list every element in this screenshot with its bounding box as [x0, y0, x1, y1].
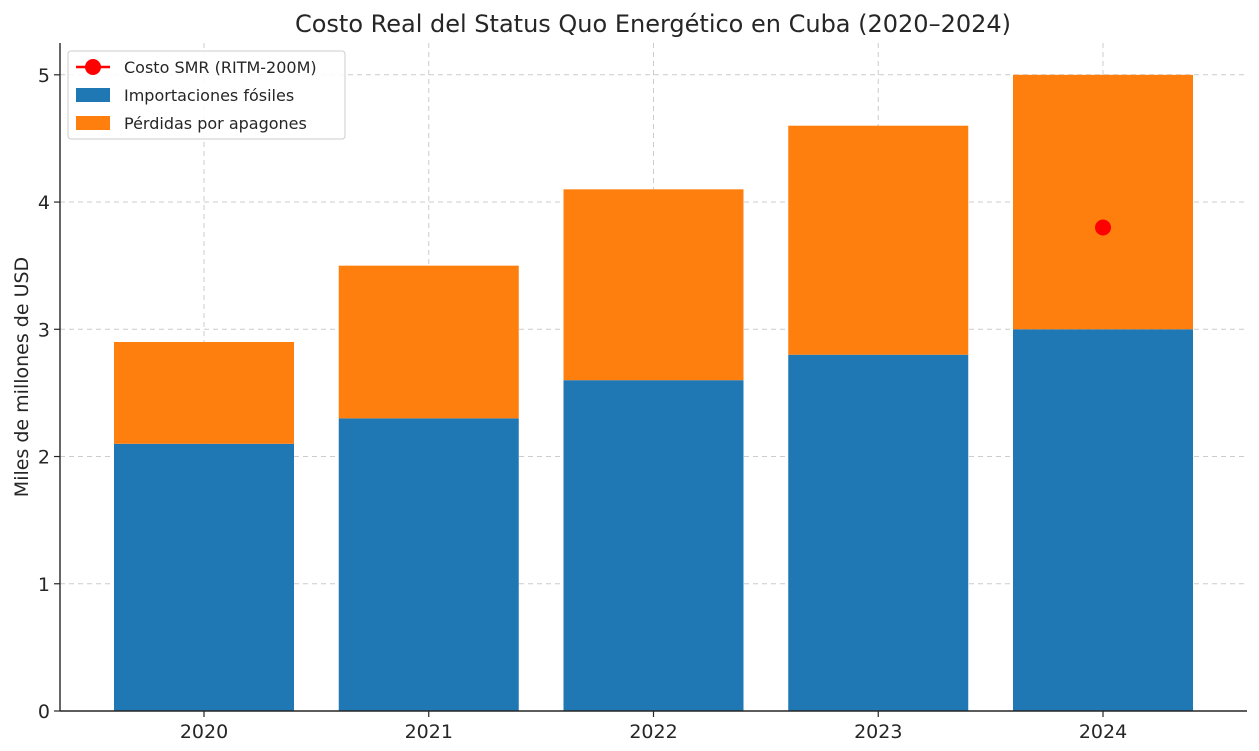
x-tick-label: 2022	[629, 721, 677, 743]
x-tick-label: 2023	[854, 721, 902, 743]
bar-2022-series-0	[563, 380, 744, 711]
bar-2024-series-0	[1013, 329, 1193, 711]
bar-2021-series-0	[338, 418, 519, 711]
bar-2020-series-1	[114, 342, 294, 444]
legend: Costo SMR (RITM-200M) Importaciones fósil…	[67, 50, 346, 140]
x-tick-label: 2021	[405, 721, 453, 743]
legend-marker-dot	[85, 59, 101, 75]
legend-swatch	[76, 116, 110, 130]
y-tick-label: 1	[38, 574, 50, 596]
y-tick-label: 2	[38, 447, 50, 469]
bars	[114, 74, 1193, 711]
legend-label: Importaciones fósiles	[124, 86, 294, 105]
legend-frame	[67, 50, 346, 140]
bar-2020-series-0	[114, 443, 294, 711]
bar-2022-series-1	[563, 189, 744, 381]
y-tick-label: 0	[38, 701, 50, 723]
bar-2023-series-1	[788, 125, 969, 355]
bar-2021-series-1	[338, 265, 519, 419]
axes: 0 1 2 3 4 5 2020 2021 2022 2023 2024	[38, 43, 1247, 743]
bar-2024-series-1	[1013, 74, 1193, 330]
legend-label: Pérdidas por apagones	[124, 114, 307, 133]
legend-label: Costo SMR (RITM-200M)	[124, 58, 317, 77]
bar-2023-series-0	[788, 354, 969, 711]
legend-swatch	[76, 88, 110, 102]
y-tick-label: 3	[38, 319, 50, 341]
markers	[1095, 219, 1111, 236]
y-tick-label: 4	[38, 192, 50, 214]
y-axis-label: Miles de millones de USD	[11, 257, 33, 497]
marker-point	[1095, 219, 1111, 236]
x-tick-label: 2020	[180, 721, 228, 743]
chart-title: Costo Real del Status Quo Energético en …	[295, 10, 1011, 38]
x-tick-label: 2024	[1079, 721, 1127, 743]
y-tick-label: 5	[38, 65, 50, 87]
